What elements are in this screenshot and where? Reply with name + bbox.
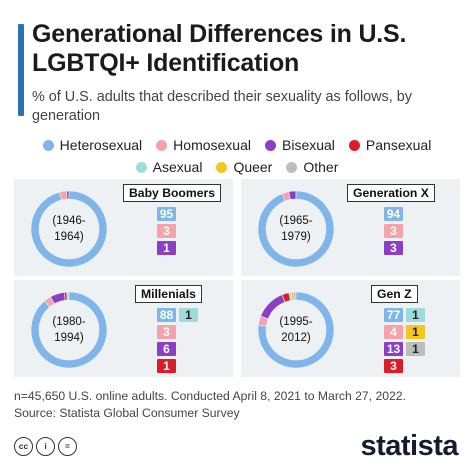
title-accent-bar bbox=[18, 24, 24, 116]
donut-chart bbox=[30, 190, 108, 268]
cc-icon: cc bbox=[14, 437, 33, 456]
legend-label-heterosexual: Heterosexual bbox=[59, 137, 143, 153]
generation-label: Gen Z bbox=[371, 285, 418, 303]
generation-years: (1995- 2012) bbox=[261, 314, 331, 346]
legend-row: Heterosexual Homosexual Bisexual Pansexual bbox=[0, 136, 474, 154]
value-badge-homosexual: 3 bbox=[384, 224, 403, 238]
legend-swatch-heterosexual bbox=[42, 139, 54, 151]
legend-swatch-pansexual bbox=[348, 139, 360, 151]
donut-slice-asexual bbox=[66, 291, 70, 301]
value-badge-bisexual: 13 bbox=[384, 342, 403, 356]
legend-swatch-bisexual bbox=[265, 139, 276, 151]
value-badge-homosexual: 3 bbox=[157, 325, 176, 339]
value-badge-asexual: 1 bbox=[179, 308, 198, 322]
years-line: (1980- bbox=[52, 316, 86, 328]
years-line: (1995- bbox=[279, 316, 313, 328]
years-line: (1965- bbox=[279, 215, 313, 227]
value-badge-asexual: 1 bbox=[406, 308, 425, 322]
panel-generation-x: (1965- 1979) Generation X 94 3 3 bbox=[241, 179, 460, 276]
legend-label-queer: Queer bbox=[233, 159, 273, 175]
source-note: Source: Statista Global Consumer Survey bbox=[14, 406, 240, 420]
legend-swatch-homosexual bbox=[156, 139, 168, 151]
value-badge-bisexual: 1 bbox=[157, 241, 176, 255]
legend-row: Asexual Queer Other bbox=[0, 158, 474, 176]
years-line: 2012) bbox=[281, 332, 311, 344]
value-badge-homosexual: 4 bbox=[384, 325, 403, 339]
years-line: (1946- bbox=[52, 215, 86, 227]
attribution-icon: i bbox=[36, 437, 55, 456]
value-badge-heterosexual: 88 bbox=[157, 308, 176, 322]
value-badge-pansexual: 3 bbox=[384, 359, 403, 373]
generation-label: Baby Boomers bbox=[123, 184, 222, 202]
sample-note: n=45,650 U.S. online adults. Conducted A… bbox=[14, 389, 406, 403]
generation-label: Millenials bbox=[135, 285, 202, 303]
value-badge-bisexual: 3 bbox=[384, 241, 403, 255]
chart-subtitle: % of U.S. adults that described their se… bbox=[32, 89, 412, 124]
generation-years: (1980- 1994) bbox=[34, 314, 104, 346]
value-badge-heterosexual: 94 bbox=[384, 207, 403, 221]
chart-title: Generational Differences in U.S. LGBTQI+… bbox=[32, 20, 407, 77]
legend-label-asexual: Asexual bbox=[152, 159, 203, 175]
legend-item-pansexual: Pansexual bbox=[348, 136, 432, 154]
donut-slice-heterosexual bbox=[257, 190, 335, 268]
legend-swatch-other bbox=[286, 161, 298, 173]
value-badge-heterosexual: 95 bbox=[157, 207, 176, 221]
panel-baby-boomers: (1946- 1964) Baby Boomers 95 3 1 bbox=[14, 179, 233, 276]
donut-chart bbox=[30, 291, 108, 369]
legend-item-other: Other bbox=[286, 158, 338, 176]
donut-slice-other bbox=[293, 291, 297, 301]
years-line: 1994) bbox=[54, 332, 84, 344]
generation-years: (1946- 1964) bbox=[34, 213, 104, 245]
legend-item-heterosexual: Heterosexual bbox=[42, 136, 143, 154]
legend-label-bisexual: Bisexual bbox=[282, 137, 335, 153]
years-line: 1979) bbox=[281, 231, 311, 243]
value-badge-bisexual: 6 bbox=[157, 342, 176, 356]
generation-years: (1965- 1979) bbox=[261, 213, 331, 245]
legend-item-asexual: Asexual bbox=[135, 158, 203, 176]
panel-millenials: (1980- 1994) Millenials 88 1 3 6 1 bbox=[14, 280, 233, 377]
donut-chart bbox=[257, 291, 335, 369]
footnote: n=45,650 U.S. online adults. Conducted A… bbox=[14, 388, 406, 422]
donut-slice-bisexual bbox=[66, 190, 70, 200]
years-line: 1964) bbox=[54, 231, 84, 243]
value-badge-heterosexual: 77 bbox=[384, 308, 403, 322]
legend-swatch-asexual bbox=[135, 161, 147, 173]
value-badge-other: 1 bbox=[406, 342, 425, 356]
donut-slice-heterosexual bbox=[30, 291, 108, 369]
legend-item-homosexual: Homosexual bbox=[156, 136, 251, 154]
donut-slice-heterosexual bbox=[257, 291, 335, 369]
panel-gen-z: (1995- 2012) Gen Z 77 1 4 1 13 1 3 bbox=[241, 280, 460, 377]
chart-legend: Heterosexual Homosexual Bisexual Pansexual A… bbox=[0, 136, 474, 180]
donut-slice-bisexual bbox=[288, 190, 297, 200]
value-badge-pansexual: 1 bbox=[157, 359, 176, 373]
no-derivatives-icon: = bbox=[58, 437, 77, 456]
legend-label-pansexual: Pansexual bbox=[365, 137, 432, 153]
value-badge-queer: 1 bbox=[406, 325, 425, 339]
legend-label-other: Other bbox=[303, 159, 339, 175]
license-icons: cc i = bbox=[14, 437, 77, 456]
donut-chart bbox=[257, 190, 335, 268]
value-badge-homosexual: 3 bbox=[157, 224, 176, 238]
generation-label: Generation X bbox=[347, 184, 435, 202]
statista-logo: statista bbox=[360, 430, 458, 462]
legend-label-homosexual: Homosexual bbox=[173, 137, 251, 153]
legend-swatch-queer bbox=[216, 161, 228, 173]
donut-slice-heterosexual bbox=[30, 190, 108, 268]
legend-item-queer: Queer bbox=[216, 158, 272, 176]
legend-item-bisexual: Bisexual bbox=[265, 136, 335, 154]
